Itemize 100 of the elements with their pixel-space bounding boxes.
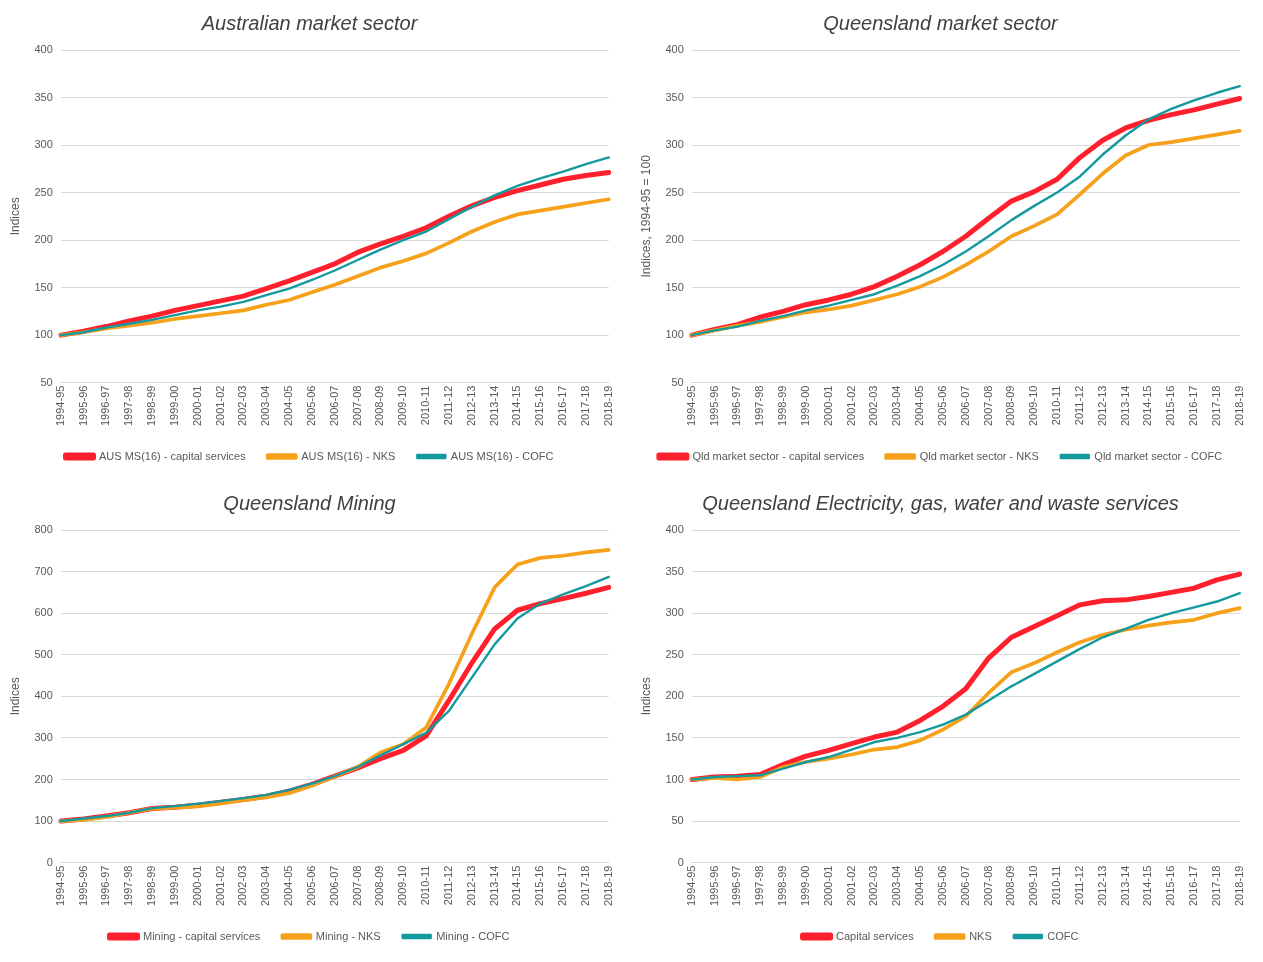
x-tick-label: 2009-10 — [396, 385, 409, 427]
x-tick-label: 2005-06 — [304, 385, 317, 427]
y-tick-label: 400 — [665, 43, 684, 56]
x-tick-label: 2004-05 — [913, 385, 926, 427]
x-tick-label: 2015-16 — [533, 385, 546, 427]
x-tick-label: 2005-06 — [304, 865, 317, 907]
x-tick-label: 2010-11 — [1050, 865, 1063, 906]
chart-title: Queensland market sector — [823, 11, 1060, 34]
x-tick-label: 2004-05 — [282, 385, 295, 427]
x-tick-label: 2001-02 — [844, 385, 857, 427]
x-tick-label: 2014-15 — [1141, 385, 1154, 427]
x-tick-label: 2012-13 — [464, 385, 477, 427]
x-tick-label: 2006-07 — [327, 865, 340, 907]
x-tick-label: 2003-04 — [890, 385, 903, 427]
y-tick-label: 50 — [671, 814, 684, 827]
x-tick-label: 1996-97 — [99, 865, 112, 907]
y-axis-title: Indices — [7, 677, 22, 716]
legend-label: AUS MS(16) - NKS — [301, 449, 396, 462]
y-tick-label: 0 — [46, 855, 53, 868]
legend-label: Mining - capital services — [142, 929, 261, 942]
legend-label: NKS — [969, 929, 992, 942]
x-tick-label: 1999-00 — [167, 385, 180, 427]
x-tick-label: 2011-12 — [1072, 385, 1085, 426]
x-tick-label: 2001-02 — [844, 865, 857, 907]
legend-label: COFC — [1047, 929, 1079, 942]
x-tick-label: 1999-00 — [798, 865, 811, 907]
x-tick-label: 1994-95 — [53, 385, 66, 427]
y-tick-label: 300 — [34, 730, 53, 743]
x-tick-label: 2003-04 — [259, 385, 272, 427]
x-tick-label: 1997-98 — [122, 385, 135, 427]
legend-label: Qld market sector - capital services — [692, 449, 865, 462]
legend-label: Capital services — [836, 929, 915, 942]
x-tick-label: 2016-17 — [1187, 385, 1200, 427]
x-tick-label: 1995-96 — [76, 385, 89, 427]
y-tick-label: 150 — [665, 280, 684, 293]
x-tick-label: 2009-10 — [1027, 385, 1040, 427]
x-tick-label: 2017-18 — [1210, 385, 1222, 427]
y-tick-label: 400 — [34, 43, 53, 56]
x-tick-label: 2010-11 — [419, 385, 432, 426]
y-tick-label: 50 — [671, 375, 684, 388]
y-axis-title: Indices, 1994-95 = 100 — [638, 154, 653, 278]
x-tick-label: 2018-19 — [1232, 385, 1245, 427]
x-tick-label: 2010-11 — [1050, 385, 1063, 426]
y-tick-label: 250 — [34, 185, 53, 198]
x-tick-label: 2000-01 — [821, 385, 834, 427]
x-tick-label: 2017-18 — [1210, 865, 1222, 907]
x-tick-label: 2018-19 — [1232, 865, 1245, 907]
x-tick-label: 2015-16 — [533, 865, 546, 907]
y-tick-label: 600 — [34, 606, 53, 619]
y-tick-label: 0 — [677, 855, 684, 868]
y-axis-title: Indices — [7, 197, 22, 236]
x-tick-label: 2007-08 — [350, 385, 363, 427]
x-tick-label: 2000-01 — [190, 385, 203, 427]
x-tick-label: 1995-96 — [76, 865, 89, 907]
x-tick-label: 2007-08 — [350, 865, 363, 907]
x-tick-label: 2002-03 — [236, 385, 249, 427]
x-tick-label: 2006-07 — [958, 865, 971, 907]
x-tick-label: 2002-03 — [867, 865, 880, 907]
x-tick-label: 2013-14 — [487, 385, 500, 427]
y-tick-label: 100 — [34, 814, 53, 827]
y-axis-title: Indices — [638, 677, 653, 716]
x-tick-label: 1994-95 — [684, 385, 697, 427]
x-tick-label: 2011-12 — [441, 865, 454, 906]
y-tick-label: 400 — [34, 689, 53, 702]
x-tick-label: 2013-14 — [1118, 865, 1131, 907]
y-tick-label: 200 — [34, 233, 53, 246]
y-tick-label: 500 — [34, 647, 53, 660]
x-tick-label: 2003-04 — [259, 865, 272, 907]
y-tick-label: 700 — [34, 564, 53, 577]
x-tick-label: 2007-08 — [981, 865, 994, 907]
legend-label: Mining - COFC — [436, 929, 510, 942]
y-tick-label: 300 — [34, 138, 53, 151]
x-tick-label: 2015-16 — [1164, 865, 1177, 907]
x-tick-label: 1996-97 — [730, 385, 743, 427]
x-tick-label: 1995-96 — [707, 865, 720, 907]
y-tick-label: 250 — [665, 185, 684, 198]
y-tick-label: 350 — [665, 90, 684, 103]
x-tick-label: 2013-14 — [487, 865, 500, 907]
y-tick-label: 350 — [665, 564, 684, 577]
x-tick-label: 1999-00 — [167, 865, 180, 907]
x-tick-label: 2006-07 — [958, 385, 971, 427]
x-tick-label: 1997-98 — [753, 385, 766, 427]
x-tick-label: 2018-19 — [601, 385, 614, 427]
x-tick-label: 2014-15 — [510, 865, 523, 907]
x-tick-label: 2008-09 — [1004, 865, 1017, 907]
x-tick-label: 2014-15 — [1141, 865, 1154, 907]
x-tick-label: 2008-09 — [1004, 385, 1017, 427]
x-tick-label: 1994-95 — [684, 865, 697, 907]
y-tick-label: 350 — [34, 90, 53, 103]
x-tick-label: 1996-97 — [730, 865, 743, 907]
x-tick-label: 2006-07 — [327, 385, 340, 427]
chart-title: Australian market sector — [200, 11, 419, 34]
y-tick-label: 250 — [665, 647, 684, 660]
x-tick-label: 2002-03 — [867, 385, 880, 427]
x-tick-label: 1999-00 — [798, 385, 811, 427]
x-tick-label: 2005-06 — [935, 865, 948, 907]
x-tick-label: 1998-99 — [776, 385, 789, 427]
x-tick-label: 2001-02 — [213, 865, 226, 907]
x-tick-label: 2011-12 — [1072, 865, 1085, 906]
x-tick-label: 2008-09 — [373, 865, 386, 907]
